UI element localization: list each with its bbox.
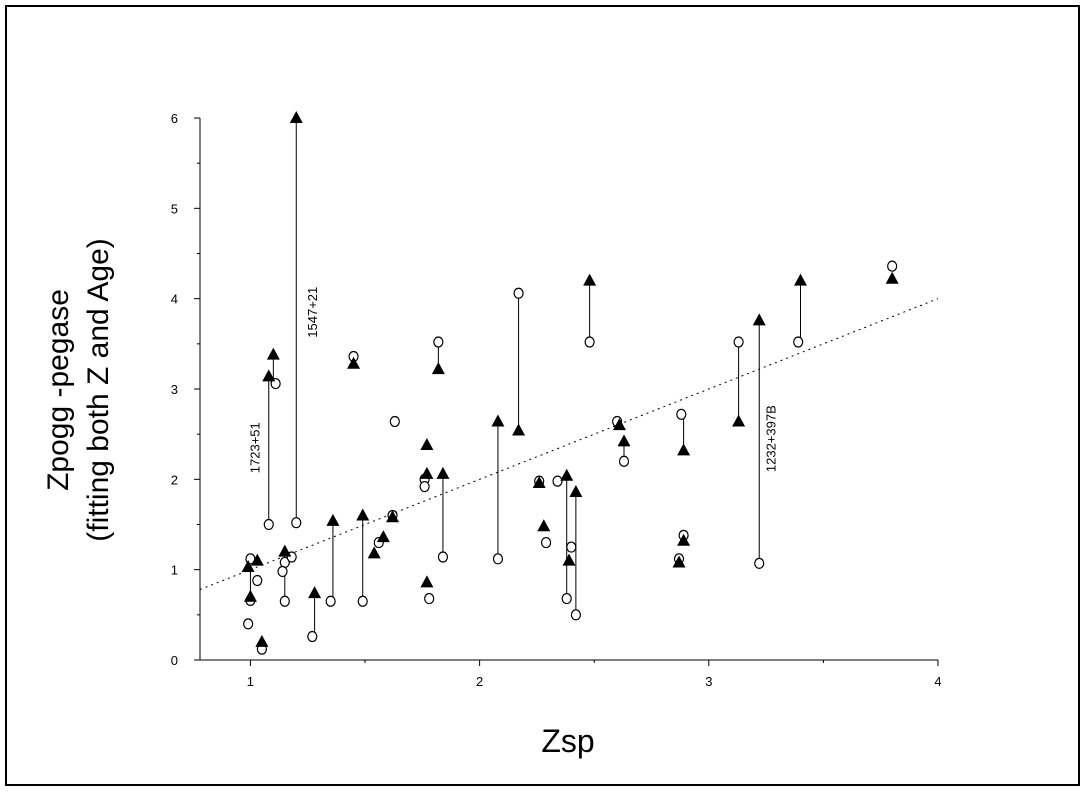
open-circle-point — [424, 592, 435, 605]
filled-triangle-point — [436, 466, 450, 479]
filled-triangle-point — [278, 544, 292, 557]
y-tick-label: 1 — [171, 563, 178, 578]
filled-triangle-point — [512, 423, 526, 436]
open-circle-point — [552, 475, 563, 487]
filled-triangle-point — [250, 553, 264, 566]
open-circle-point — [754, 557, 765, 569]
filled-triangle-point — [569, 484, 583, 497]
open-circle-point — [566, 541, 577, 553]
chart-frame — [5, 5, 1080, 786]
filled-triangle-point — [243, 589, 257, 602]
annotation-label: 1723+51 — [248, 422, 263, 473]
y-tick-label: 6 — [171, 111, 178, 126]
y-tick-label: 2 — [171, 472, 178, 487]
open-circle-point — [793, 336, 804, 348]
open-circle-point — [570, 609, 581, 621]
open-circle-point — [291, 517, 302, 529]
connector-layer — [249, 118, 801, 637]
filled-triangle-point — [262, 369, 276, 382]
filled-triangle-point — [420, 438, 434, 451]
annotation-label: 1547+21 — [305, 287, 320, 338]
filled-triangle-point — [347, 356, 361, 369]
filled-triangle-point — [266, 347, 280, 360]
filled-triangle-point — [672, 555, 686, 568]
open-circle-point — [263, 518, 274, 531]
open-circle-point — [325, 595, 336, 607]
filled-triangle-point — [386, 510, 400, 523]
open-circle-point — [676, 408, 687, 420]
filled-triangle-point — [560, 468, 574, 481]
filled-triangle-point — [241, 559, 255, 572]
x-tick-label: 1 — [247, 674, 254, 689]
open-circle-point — [419, 480, 430, 493]
filled-triangle-point — [376, 530, 390, 543]
y-tick-label: 5 — [171, 201, 178, 216]
filled-triangle-point — [617, 434, 631, 447]
filled-triangle-point — [289, 111, 303, 123]
filled-triangle-point — [562, 553, 576, 566]
filled-triangle-point — [612, 418, 626, 431]
filled-triangle-point — [583, 273, 597, 286]
y-tick-label: 4 — [171, 292, 178, 307]
filled-triangle-point — [793, 273, 807, 286]
filled-triangle-point — [367, 546, 381, 559]
open-circle-point — [887, 260, 898, 272]
filled-triangle-point — [752, 313, 766, 326]
filled-triangle-point — [356, 508, 370, 521]
open-circle-point — [243, 618, 254, 630]
x-tick-label: 2 — [476, 674, 483, 689]
open-circle-point — [389, 415, 400, 428]
filled-triangle-point — [532, 475, 546, 488]
filled-triangle-point — [491, 414, 505, 427]
open-circle-point — [618, 455, 630, 467]
x-tick-label: 3 — [705, 674, 712, 689]
open-circle-point — [492, 553, 504, 565]
marker-layer — [241, 111, 899, 655]
filled-triangle-point — [326, 513, 340, 526]
filled-triangle-point — [677, 533, 691, 546]
open-circle-point — [279, 595, 290, 607]
axes: 1 2 3 4 0 1 2 3 4 5 6 — [171, 111, 942, 689]
open-circle-point — [277, 565, 288, 578]
open-circle-point — [357, 595, 368, 607]
open-circle-point — [540, 536, 552, 549]
open-circle-point — [252, 574, 263, 587]
open-circle-point — [433, 336, 444, 348]
open-circle-point — [561, 592, 572, 605]
filled-triangle-point — [420, 575, 434, 588]
x-tick-label: 4 — [934, 674, 941, 689]
y-tick-label: 3 — [171, 382, 178, 397]
filled-triangle-point — [537, 519, 551, 532]
open-circle-point — [733, 336, 744, 348]
y-tick-label: 0 — [171, 653, 178, 668]
filled-triangle-point — [885, 271, 899, 284]
open-circle-point — [307, 630, 318, 643]
annotation-layer: 1723+51 1547+21 1232+397B — [248, 287, 779, 473]
filled-triangle-point — [431, 362, 445, 375]
fit-line-layer — [199, 298, 939, 591]
filled-triangle-point — [677, 443, 691, 456]
annotation-label: 1232+397B — [763, 405, 778, 472]
y-axis-title-line2: (fitting both Z and Age) — [82, 238, 115, 542]
filled-triangle-point — [420, 466, 434, 479]
open-circle-point — [513, 287, 524, 299]
filled-triangle-point — [308, 586, 322, 599]
trend-line — [199, 298, 939, 591]
y-axis-title-line1: Zpogg -pegase — [42, 289, 75, 491]
x-axis-title: Zsp — [541, 723, 594, 759]
open-circle-point — [584, 336, 595, 348]
open-circle-point — [437, 551, 449, 563]
filled-triangle-point — [255, 634, 269, 647]
filled-triangle-point — [732, 414, 746, 427]
